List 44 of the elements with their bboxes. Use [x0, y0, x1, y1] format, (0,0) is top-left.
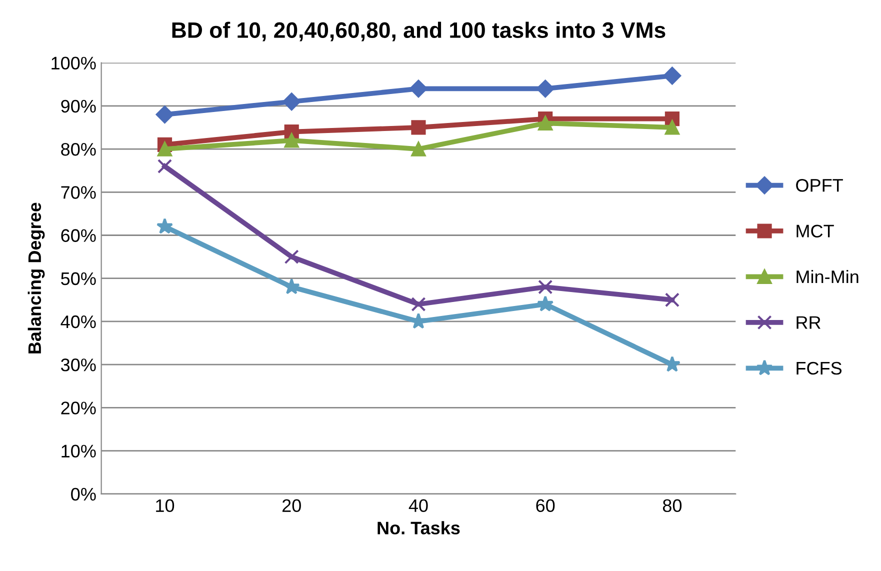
point [536, 80, 554, 98]
x-axis-title: No. Tasks [378, 521, 460, 534]
legend-label: FCFS [796, 362, 842, 375]
y-tick-label: 100% [52, 56, 96, 70]
legend-label: MCT [796, 224, 834, 238]
point [411, 296, 426, 312]
x-tick-label: 20 [282, 499, 301, 512]
y-tick-label: 20% [61, 402, 96, 414]
y-tick-label: 0% [71, 488, 96, 501]
chart-title: BD of 10, 20,40,60,80, and 100 tasks into 3 VMs [172, 22, 666, 42]
y-tick-label: 60% [61, 229, 96, 242]
point [538, 280, 553, 294]
x-tick-label: 60 [536, 499, 555, 512]
point [664, 356, 681, 372]
point [284, 133, 299, 148]
y-tick-label: 40% [60, 315, 96, 328]
point [156, 106, 174, 124]
y-tick-label: 30% [61, 358, 96, 372]
legend-label: OPFT [796, 178, 843, 192]
point [663, 66, 682, 85]
y-tick-label: 80% [61, 142, 96, 156]
y-tick-label: 10% [62, 444, 96, 458]
x-tick-label: 80 [662, 499, 682, 512]
point [664, 120, 680, 135]
point [157, 158, 172, 174]
y-tick-label: 70% [61, 186, 96, 199]
x-tick-label: 10 [156, 499, 174, 512]
y-tick-label: 90% [61, 100, 96, 113]
point [411, 142, 426, 156]
point [538, 116, 553, 130]
point [283, 278, 300, 294]
point [157, 142, 172, 156]
legend-label: Min-Min [796, 270, 858, 284]
point [537, 296, 554, 312]
point [664, 292, 680, 308]
point [411, 120, 426, 135]
y-tick-label: 50% [61, 272, 96, 286]
point [156, 218, 174, 234]
point [282, 92, 301, 111]
y-axis-title: Balancing Degree [28, 202, 45, 354]
legend-label: RR [796, 316, 820, 329]
point [410, 80, 428, 98]
x-tick-label: 40 [408, 499, 428, 512]
point [284, 250, 299, 264]
